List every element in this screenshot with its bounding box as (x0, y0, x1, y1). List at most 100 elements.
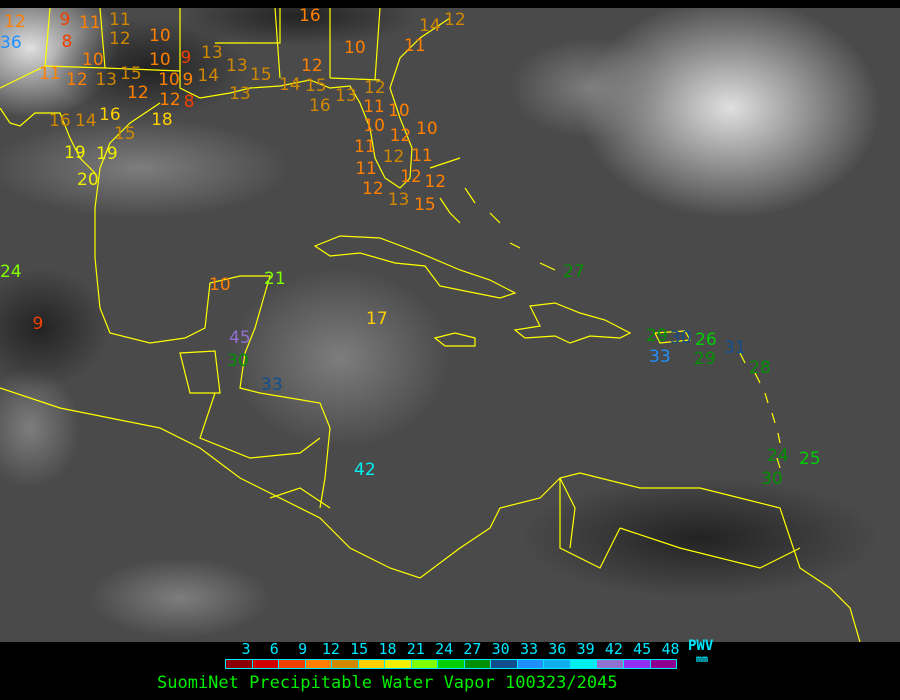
legend-tick-21: 21 (406, 640, 425, 658)
station-pwv-value: 20 (77, 169, 99, 190)
station-pwv-value: 33 (261, 374, 283, 395)
station-pwv-value: 26 (695, 329, 717, 350)
station-pwv-value: 31 (724, 337, 746, 358)
legend-swatch (544, 660, 571, 668)
station-pwv-value: 10 (149, 25, 171, 46)
south-america-inland (559, 477, 801, 569)
station-pwv-value: 15 (250, 64, 272, 85)
central-america-borders (179, 350, 621, 569)
legend-swatch (411, 660, 439, 668)
station-pwv-value: 15 (305, 75, 327, 96)
legend-tick-15: 15 (350, 640, 369, 658)
satellite-map: 12 9 8 11 11 12 10 10 11 12 13 15 12 10 10 9 9 13 14 13 12 8 1… (0, 8, 900, 642)
station-pwv-value: 12 (424, 171, 447, 192)
legend-swatch (623, 660, 651, 668)
station-pwv-value: 12 (364, 77, 386, 98)
cloud-region (510, 38, 670, 138)
jamaica (433, 332, 476, 347)
dark-land-region (0, 268, 110, 388)
station-pwv-value: 11 (411, 145, 433, 166)
legend-swatch (517, 660, 545, 668)
station-pwv-value: 12 (382, 146, 405, 167)
legend-tick-36: 36 (548, 640, 567, 658)
station-pwv-value: 15 (114, 123, 136, 144)
station-pwv-value: 15 (120, 63, 142, 84)
legend-swatch (650, 660, 677, 668)
dark-land-region (50, 18, 250, 118)
station-pwv-value: 11 (363, 96, 385, 117)
station-pwv-value: 11 (404, 35, 426, 56)
station-pwv-value: 42 (354, 459, 376, 480)
station-pwv-value: 10 (416, 118, 438, 139)
cloud-region (0, 368, 80, 488)
station-pwv-value: 12 (362, 178, 384, 199)
station-pwv-value: 11 (355, 159, 377, 180)
station-pwv-value: 12 (301, 55, 323, 76)
state-borders (44, 8, 381, 81)
station-pwv-value: 16 (99, 104, 121, 125)
station-pwv-value: 12 (109, 28, 131, 49)
station-pwv-value: 27 (563, 261, 585, 282)
cloud-region (230, 268, 450, 448)
us-gulf-coast (0, 17, 451, 189)
legend-swatch (464, 660, 492, 668)
station-pwv-value: 12 (66, 69, 88, 90)
legend-swatch (252, 660, 280, 668)
station-pwv-value: 10 (149, 49, 171, 70)
station-pwv-value: 14 (279, 74, 301, 95)
mexico-border (0, 107, 96, 174)
station-pwv-value: 8 (183, 91, 195, 112)
station-pwv-value: 16 (49, 110, 71, 131)
legend-swatch (279, 660, 306, 668)
legend-swatch (570, 660, 598, 668)
station-pwv-value: 19 (96, 143, 118, 164)
station-pwv-value: 16 (299, 8, 321, 26)
cuba (313, 235, 517, 299)
puerto-rico (654, 330, 691, 344)
legend-tick-3: 3 (241, 640, 251, 658)
station-pwv-value: 9 (180, 47, 192, 68)
legend-tick-48: 48 (661, 640, 680, 658)
station-pwv-value: 13 (201, 42, 223, 63)
station-pwv-value: 9 (32, 313, 44, 334)
map-background (0, 8, 880, 642)
station-pwv-value: 13 (229, 83, 251, 104)
station-pwv-value: 29 (646, 325, 668, 346)
legend-swatch (438, 660, 465, 668)
station-pwv-value: 21 (264, 268, 286, 289)
station-pwv-value: 12 (127, 82, 149, 103)
coastlines-borders (0, 8, 861, 642)
legend: 3 6 9 12 15 18 21 24 27 30 33 36 39 42 45 48 PWV mm Suo… (0, 638, 900, 700)
station-pwv-value: 24 (0, 261, 22, 282)
station-pwv-value: 11 (354, 136, 376, 157)
station-pwv-value: 17 (366, 308, 388, 329)
legend-unit-label: PWV (688, 638, 714, 654)
cloud-region (90, 558, 270, 638)
station-pwv-value: 13 (95, 69, 117, 90)
station-pwv-value: 45 (229, 327, 251, 348)
legend-swatch (226, 660, 253, 668)
station-pwv-value: 11 (79, 12, 101, 33)
station-pwv-value: 33 (649, 346, 671, 367)
texas-mexico-coast (94, 102, 331, 509)
station-pwv-value: 12 (4, 11, 26, 32)
legend-tick-9: 9 (298, 640, 308, 658)
station-pwv-value: 10 (388, 100, 410, 121)
legend-unit: mm (696, 654, 709, 665)
station-pwv-value: 14 (419, 15, 441, 36)
cloud-region (0, 118, 290, 218)
legend-tick-18: 18 (378, 640, 397, 658)
legend-swatch (358, 660, 386, 668)
station-pwv-value: 10 (209, 274, 231, 295)
legend-tick-33: 33 (519, 640, 539, 658)
station-pwv-value: 19 (64, 142, 86, 163)
legend-tick-12: 12 (321, 640, 340, 658)
station-pwv-value: 12 (159, 89, 181, 110)
legend-tick-27: 27 (463, 640, 482, 658)
station-pwv-value: 12 (444, 9, 466, 30)
station-pwv-value: 30 (670, 327, 692, 348)
station-pwv-value: 30 (761, 468, 783, 489)
station-pwv-value: 28 (749, 357, 771, 378)
legend-tick-39: 39 (576, 640, 595, 658)
